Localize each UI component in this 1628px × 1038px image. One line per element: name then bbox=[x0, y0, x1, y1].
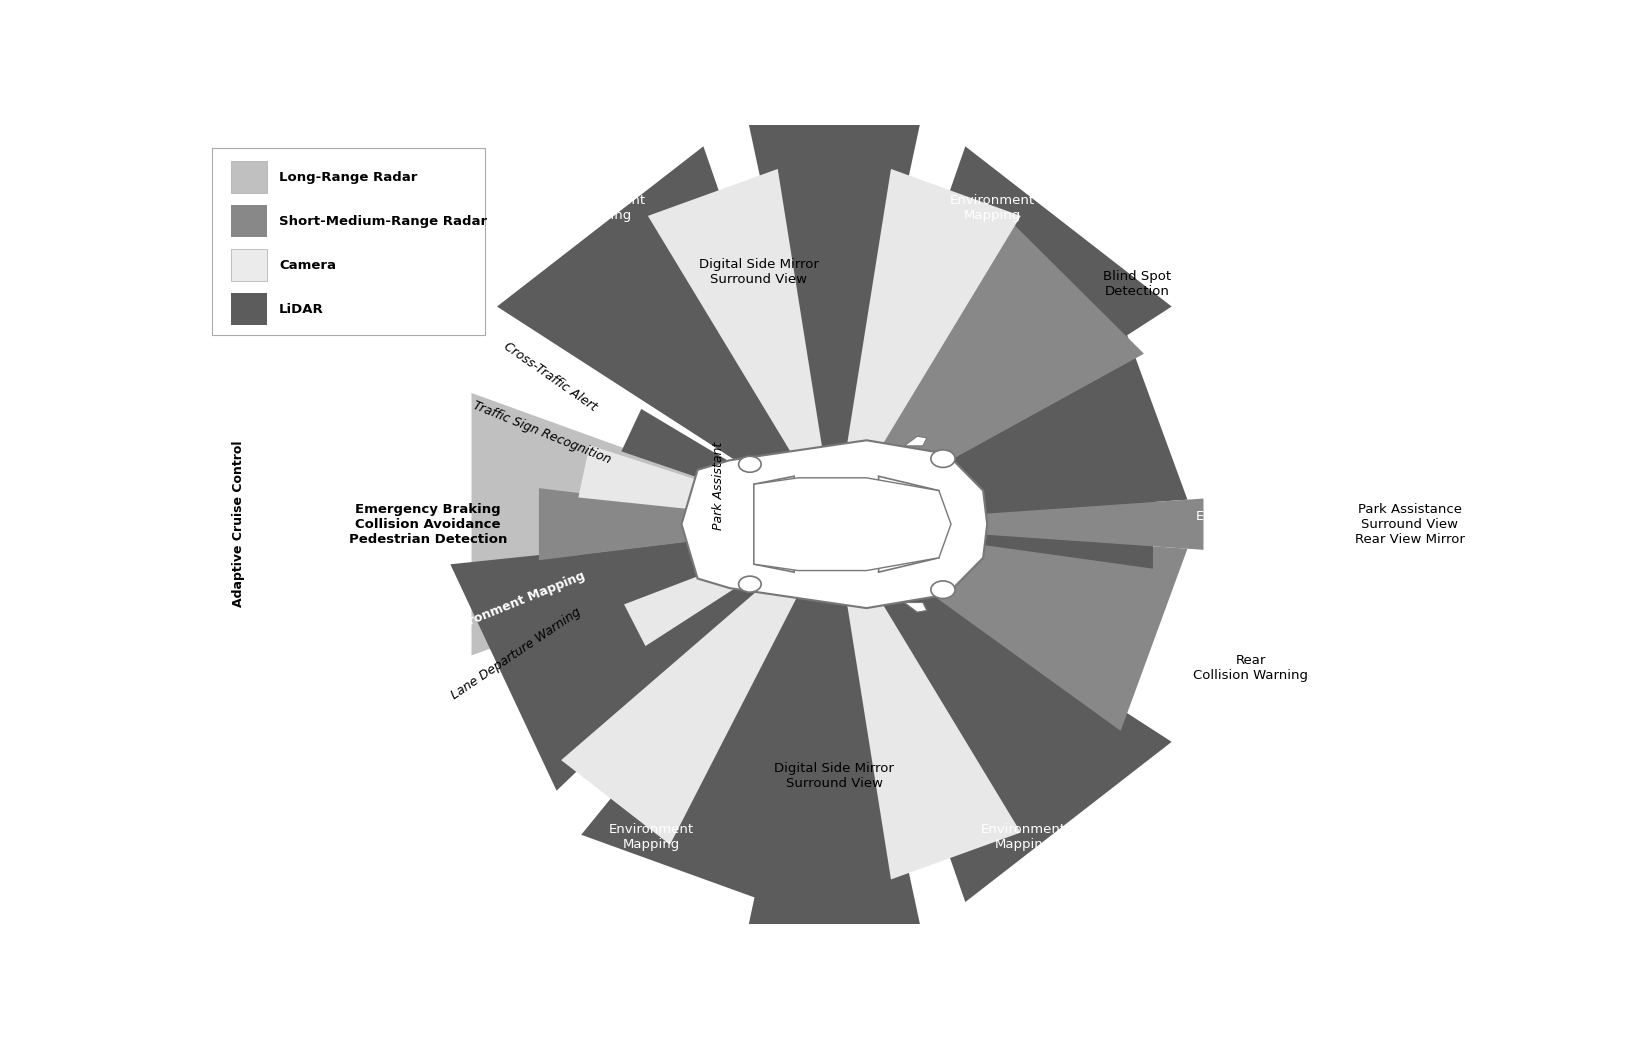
Text: Park Assistance
Surround View
Rear View Mirror: Park Assistance Surround View Rear View … bbox=[1354, 502, 1465, 546]
Polygon shape bbox=[834, 524, 1021, 879]
Ellipse shape bbox=[739, 457, 762, 472]
Polygon shape bbox=[754, 476, 794, 572]
Text: Camera: Camera bbox=[280, 258, 337, 272]
Text: Cross-Traffic Alert: Cross-Traffic Alert bbox=[501, 339, 599, 413]
Text: Environment
Mapping: Environment Mapping bbox=[609, 823, 694, 851]
Polygon shape bbox=[581, 524, 834, 924]
Text: Digital Side Mirror
Surround View: Digital Side Mirror Surround View bbox=[698, 258, 819, 286]
Bar bbox=[231, 206, 267, 238]
Polygon shape bbox=[539, 488, 834, 561]
Polygon shape bbox=[562, 524, 834, 845]
Polygon shape bbox=[624, 524, 834, 646]
Text: Long-Range Radar: Long-Range Radar bbox=[280, 171, 417, 184]
Text: Environment
Mapping: Environment Mapping bbox=[1195, 511, 1281, 538]
Text: Environment
Mapping: Environment Mapping bbox=[949, 194, 1035, 222]
Polygon shape bbox=[834, 318, 1187, 524]
Ellipse shape bbox=[931, 581, 956, 599]
Polygon shape bbox=[578, 445, 834, 524]
Polygon shape bbox=[904, 602, 926, 612]
Polygon shape bbox=[834, 498, 1203, 550]
Text: Environment
Mapping: Environment Mapping bbox=[562, 194, 646, 222]
FancyBboxPatch shape bbox=[212, 147, 485, 335]
Text: LiDAR: LiDAR bbox=[280, 303, 324, 316]
Polygon shape bbox=[747, 524, 921, 931]
Polygon shape bbox=[834, 169, 1021, 524]
Text: Emergency Braking
Collision Avoidance
Pedestrian Detection: Emergency Braking Collision Avoidance Pe… bbox=[348, 502, 508, 546]
Polygon shape bbox=[754, 477, 951, 571]
Text: Environment Mapping: Environment Mapping bbox=[438, 569, 586, 639]
Text: Park Assistant: Park Assistant bbox=[711, 442, 724, 530]
Text: Short-Medium-Range Radar: Short-Medium-Range Radar bbox=[280, 215, 487, 227]
Bar bbox=[231, 249, 267, 281]
Polygon shape bbox=[497, 146, 834, 524]
Polygon shape bbox=[904, 436, 926, 446]
Polygon shape bbox=[834, 524, 1172, 902]
Text: Blind Spot
Detection: Blind Spot Detection bbox=[1104, 271, 1171, 298]
Polygon shape bbox=[682, 440, 987, 608]
Polygon shape bbox=[834, 524, 1187, 731]
Text: Lane Departure Warning: Lane Departure Warning bbox=[449, 605, 584, 702]
Ellipse shape bbox=[931, 449, 956, 467]
Text: Environment
Mapping: Environment Mapping bbox=[982, 823, 1066, 851]
Bar bbox=[231, 293, 267, 325]
Text: Rear
Collision Warning: Rear Collision Warning bbox=[1193, 654, 1309, 682]
Text: Adaptive Cruise Control: Adaptive Cruise Control bbox=[233, 441, 246, 607]
Polygon shape bbox=[648, 169, 834, 524]
Ellipse shape bbox=[739, 576, 762, 592]
Polygon shape bbox=[580, 524, 834, 607]
Polygon shape bbox=[834, 146, 1172, 524]
Polygon shape bbox=[472, 393, 834, 655]
Text: Digital Side Mirror
Surround View: Digital Side Mirror Surround View bbox=[775, 762, 894, 790]
Bar bbox=[231, 161, 267, 193]
Polygon shape bbox=[834, 480, 1153, 569]
Polygon shape bbox=[747, 117, 921, 524]
Text: Traffic Sign Recognition: Traffic Sign Recognition bbox=[470, 399, 612, 466]
Polygon shape bbox=[879, 476, 939, 572]
Polygon shape bbox=[451, 524, 834, 791]
Polygon shape bbox=[834, 217, 1144, 524]
Polygon shape bbox=[622, 409, 834, 524]
